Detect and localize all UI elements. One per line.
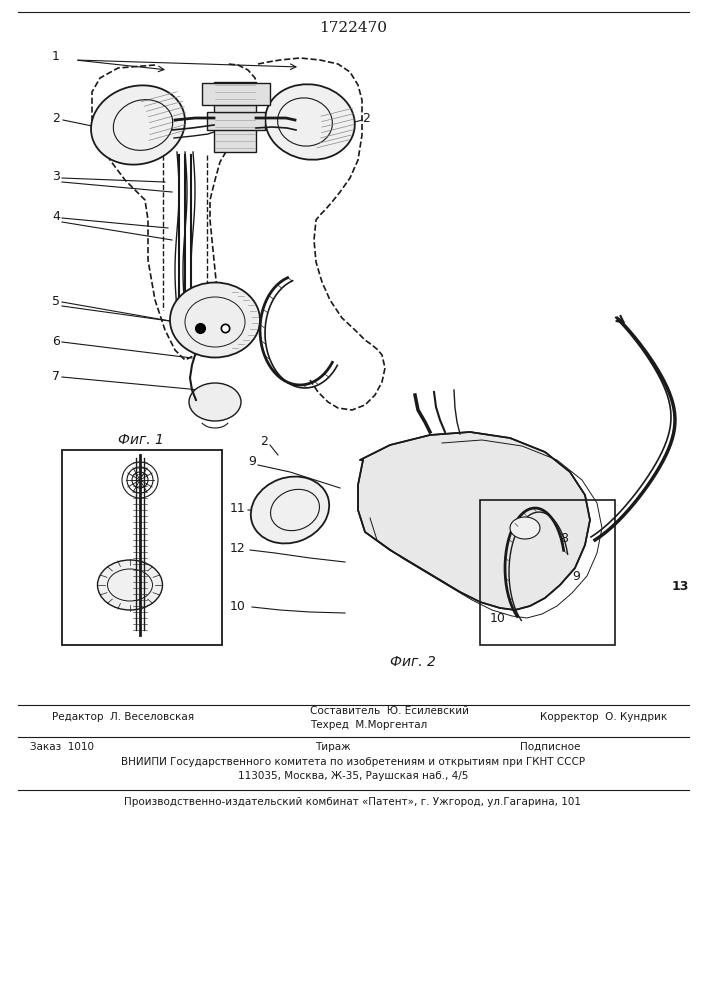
Text: Редактор  Л. Веселовская: Редактор Л. Веселовская	[52, 712, 194, 722]
Ellipse shape	[98, 560, 163, 610]
Text: ВНИИПИ Государственного комитета по изобретениям и открытиям при ГКНТ СССР: ВНИИПИ Государственного комитета по изоб…	[121, 757, 585, 767]
Bar	[207, 112, 265, 130]
Text: Подписное: Подписное	[520, 742, 580, 752]
Text: 10: 10	[490, 612, 506, 625]
Text: 2: 2	[260, 435, 268, 448]
Text: Техред  М.Моргентал: Техред М.Моргентал	[310, 720, 427, 730]
Ellipse shape	[510, 517, 540, 539]
Text: 9: 9	[572, 570, 580, 583]
Text: 13: 13	[672, 580, 689, 593]
Text: 11: 11	[230, 502, 246, 515]
Text: 113035, Москва, Ж-35, Раушская наб., 4/5: 113035, Москва, Ж-35, Раушская наб., 4/5	[238, 771, 468, 781]
Text: Составитель  Ю. Есилевский: Составитель Ю. Есилевский	[310, 706, 469, 716]
Bar	[214, 82, 256, 152]
Bar	[480, 500, 615, 645]
Bar	[62, 450, 222, 645]
Ellipse shape	[251, 477, 329, 543]
Text: 8: 8	[560, 532, 568, 545]
Text: 4: 4	[52, 210, 60, 223]
Bar	[202, 83, 270, 105]
Text: Фиг. 1: Фиг. 1	[118, 433, 164, 447]
Text: Корректор  О. Кундрик: Корректор О. Кундрик	[540, 712, 667, 722]
Text: 9: 9	[248, 455, 256, 468]
Ellipse shape	[189, 383, 241, 421]
Ellipse shape	[265, 84, 355, 160]
Text: 7: 7	[52, 370, 60, 383]
Text: 3: 3	[52, 170, 60, 183]
Ellipse shape	[91, 85, 185, 165]
Text: Тираж: Тираж	[315, 742, 351, 752]
Text: 12: 12	[230, 542, 246, 555]
Polygon shape	[358, 432, 590, 610]
Text: Фиг. 2: Фиг. 2	[390, 655, 436, 669]
Text: 2: 2	[362, 112, 370, 125]
Text: 10: 10	[230, 600, 246, 613]
Text: Производственно-издательский комбинат «Патент», г. Ужгород, ул.Гагарина, 101: Производственно-издательский комбинат «П…	[124, 797, 581, 807]
Text: 2: 2	[52, 112, 60, 125]
Text: Заказ  1010: Заказ 1010	[30, 742, 94, 752]
Text: 5: 5	[52, 295, 60, 308]
Text: 6: 6	[52, 335, 60, 348]
Ellipse shape	[170, 282, 260, 358]
Text: 1722470: 1722470	[319, 21, 387, 35]
Text: 1: 1	[52, 50, 60, 63]
